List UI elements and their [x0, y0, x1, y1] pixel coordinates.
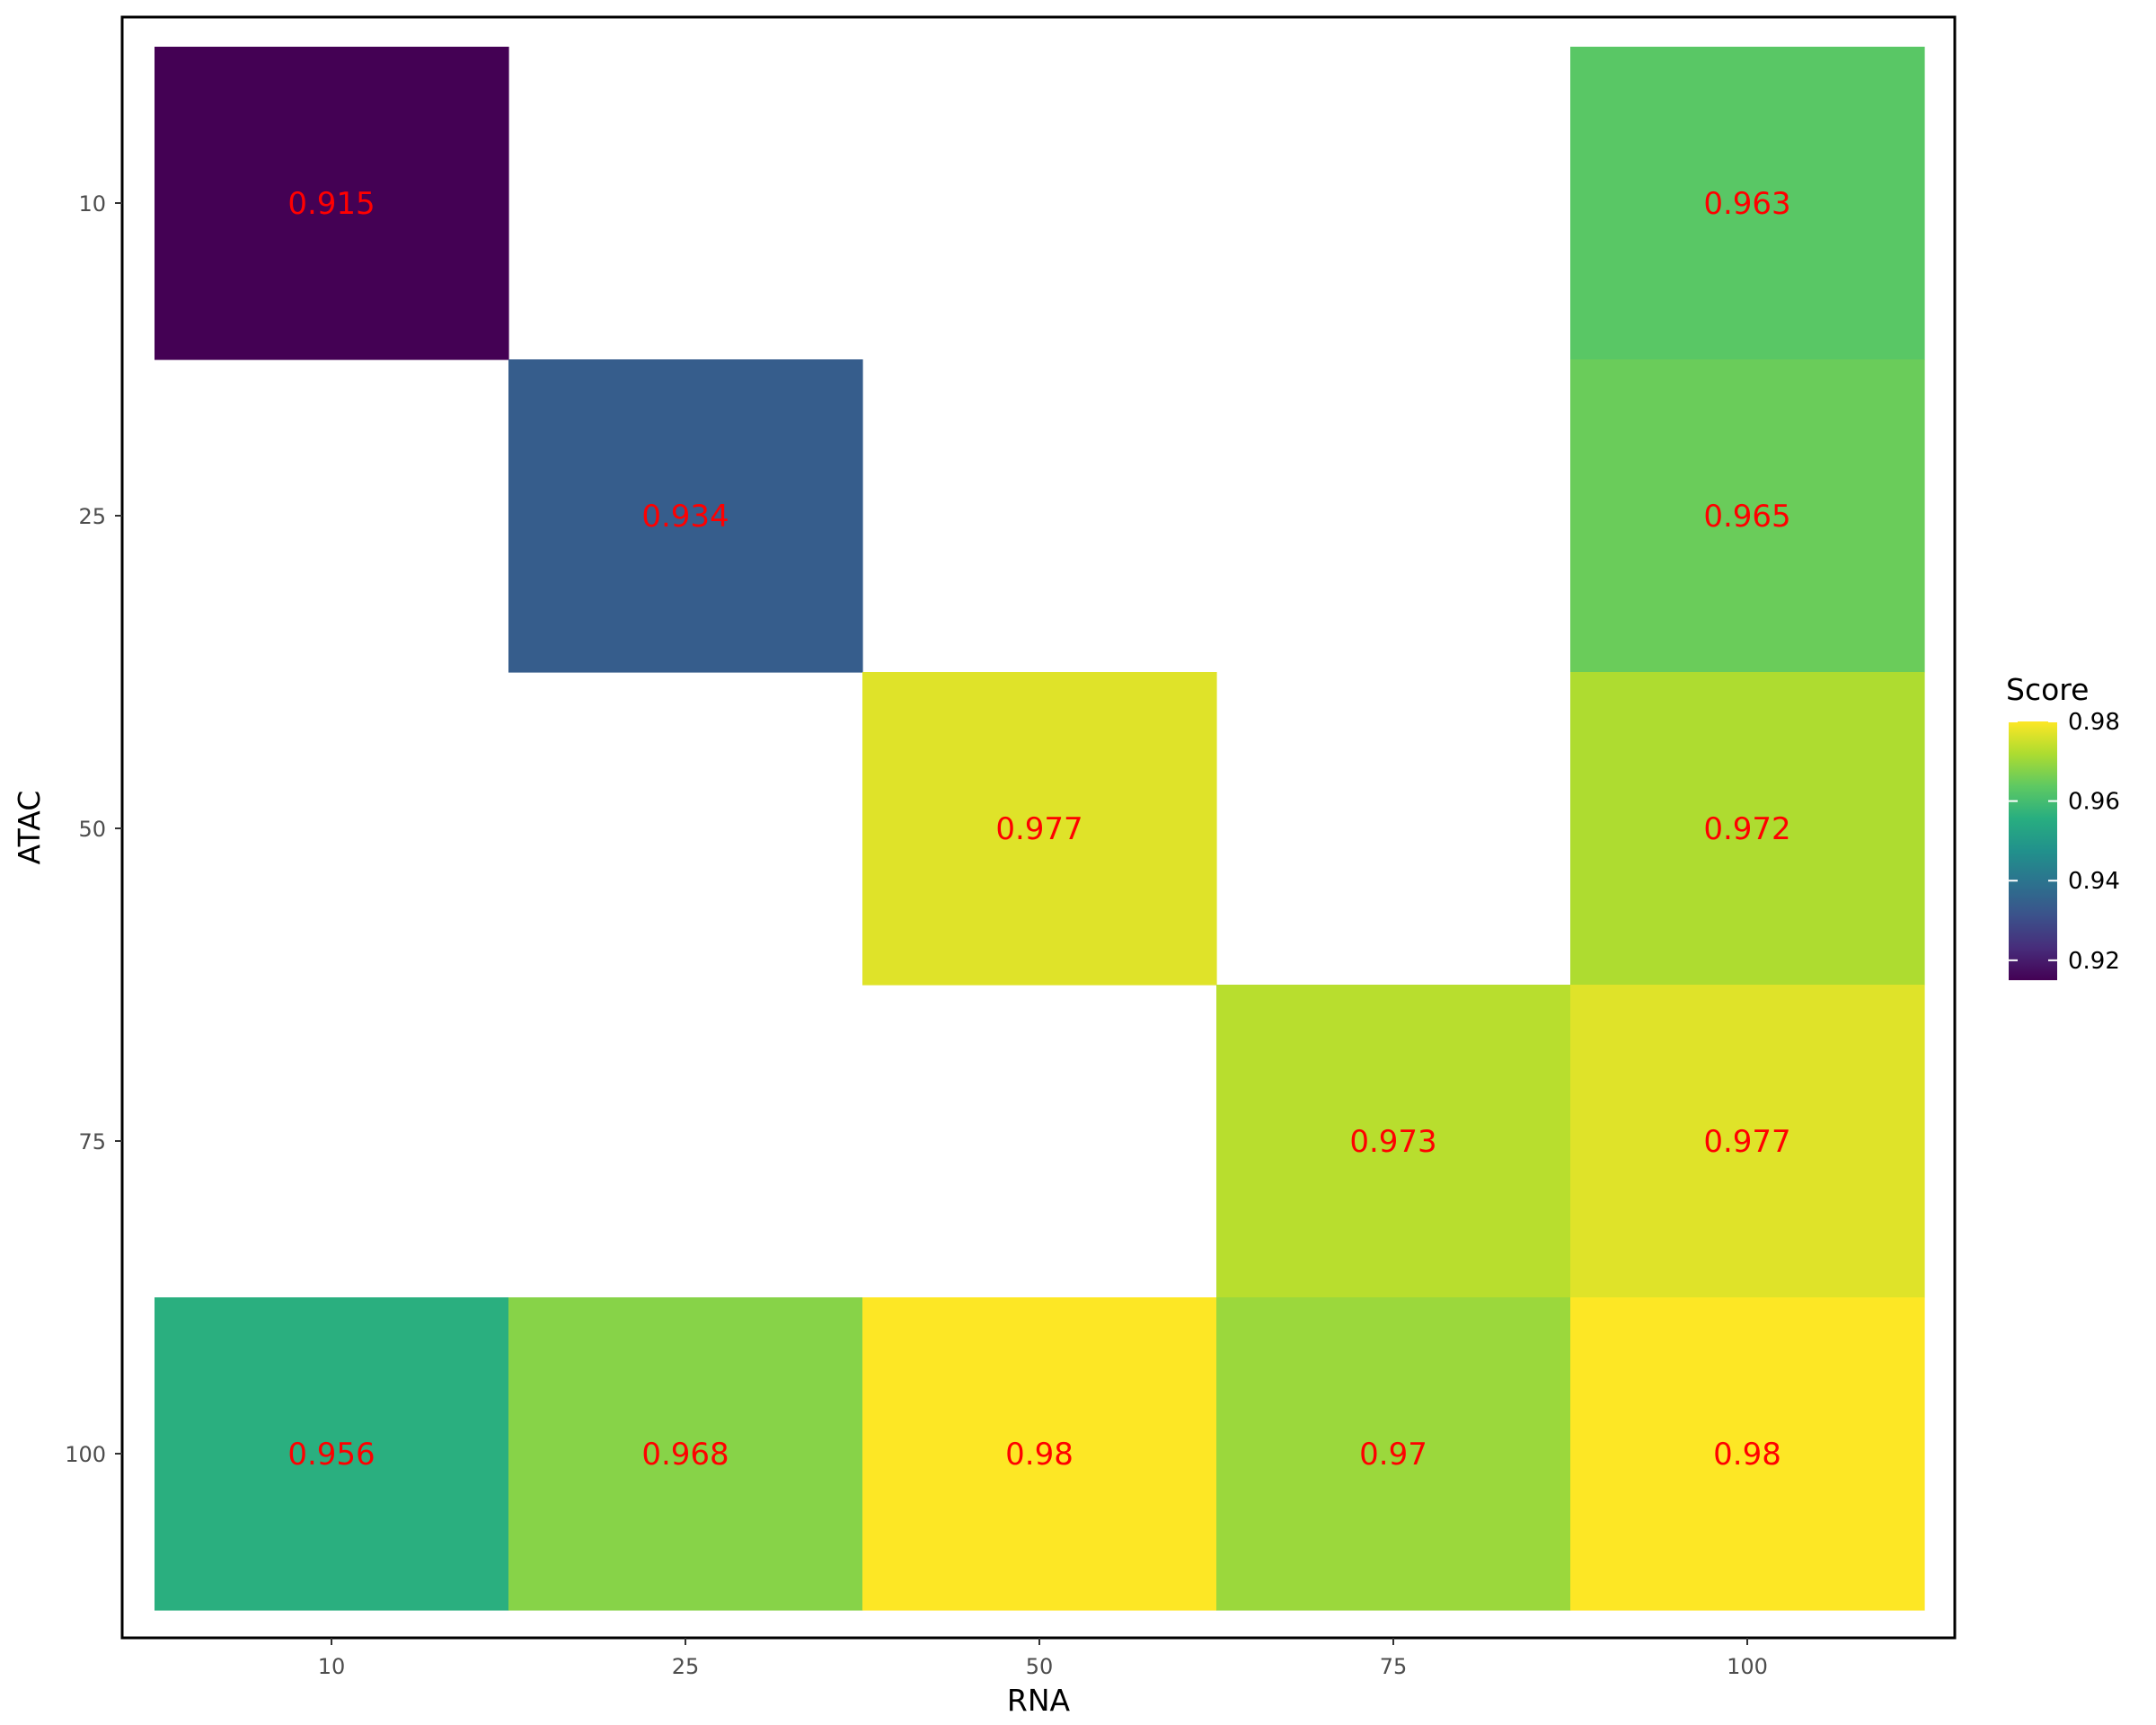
y-tick-label: 50 [78, 817, 106, 842]
y-tick-label: 10 [78, 191, 106, 217]
legend-title: Score [2006, 672, 2089, 707]
x-tick-label: 25 [672, 1654, 700, 1679]
cell-value-label: 0.934 [641, 499, 729, 535]
heatmap-cell [1570, 359, 1925, 673]
legend-tick-label: 0.98 [2068, 709, 2120, 736]
heatmap-cell [1570, 672, 1925, 986]
cell-value-label: 0.965 [1703, 499, 1790, 535]
heatmap-cell-labels: 0.915 0.963 0.934 0.965 0.977 0.972 0.973 0.977… [287, 186, 1790, 1473]
y-tick-label: 75 [78, 1129, 106, 1154]
legend-tick-label: 0.94 [2068, 868, 2120, 895]
heatmap-cell [1570, 47, 1925, 360]
legend-tick-label: 0.96 [2068, 789, 2120, 816]
cell-value-label: 0.915 [287, 186, 375, 222]
y-tick-label: 100 [65, 1442, 106, 1467]
heatmap-cell [1216, 985, 1571, 1298]
x-tick-label: 10 [318, 1654, 346, 1679]
legend-colorbar [2009, 721, 2057, 980]
x-axis-title: RNA [1007, 1683, 1071, 1718]
cell-value-label: 0.973 [1349, 1124, 1436, 1160]
heatmap-cell [862, 672, 1217, 986]
cell-value-label: 0.972 [1703, 811, 1790, 847]
heatmap-cell [862, 1297, 1217, 1611]
heatmap-cell [155, 1297, 509, 1611]
legend: Score 0.92 0.94 0.96 0.98 [2006, 672, 2120, 980]
legend-tick-label: 0.92 [2068, 948, 2120, 975]
y-axis-title: ATAC [12, 791, 47, 865]
y-tick-label: 25 [78, 504, 106, 529]
cell-value-label: 0.968 [641, 1437, 729, 1473]
y-axis: 10 25 50 75 100 [65, 191, 122, 1467]
cell-value-label: 0.977 [1703, 1124, 1790, 1160]
heatmap-cell [508, 1297, 863, 1611]
cell-value-label: 0.98 [1713, 1437, 1781, 1473]
heatmap-cell [1570, 985, 1925, 1298]
heatmap-cell [508, 359, 863, 673]
x-axis: 10 25 50 75 100 [318, 1638, 1768, 1679]
heatmap-cell [1570, 1297, 1925, 1611]
heatmap-cell [155, 47, 509, 360]
x-tick-label: 50 [1026, 1654, 1054, 1679]
heatmap-cells [155, 47, 1925, 1611]
x-tick-label: 100 [1727, 1654, 1768, 1679]
legend-ticks: 0.92 0.94 0.96 0.98 [2009, 709, 2120, 975]
cell-value-label: 0.98 [1005, 1437, 1074, 1473]
heatmap-cell [1216, 1297, 1571, 1611]
cell-value-label: 0.956 [287, 1437, 375, 1473]
cell-value-label: 0.977 [995, 811, 1082, 847]
cell-value-label: 0.963 [1703, 186, 1790, 222]
x-tick-label: 75 [1380, 1654, 1408, 1679]
cell-value-label: 0.97 [1359, 1437, 1427, 1473]
